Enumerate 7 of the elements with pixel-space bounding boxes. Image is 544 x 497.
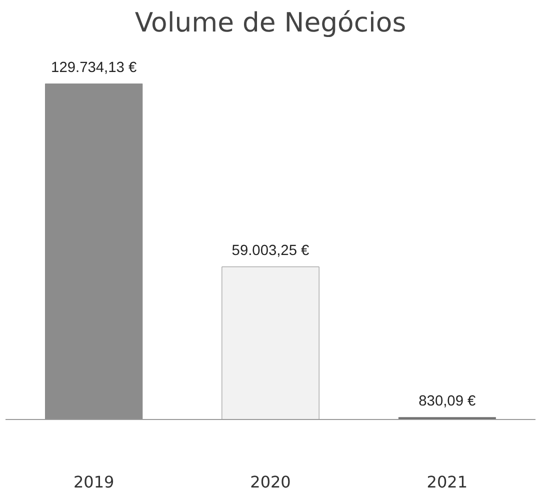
x-tick-label: 2021 bbox=[426, 472, 468, 492]
x-tick-label: 2019 bbox=[73, 472, 114, 492]
data-label: 129.734,13 € bbox=[51, 60, 137, 76]
chart-title: Volume de Negócios bbox=[134, 8, 406, 38]
data-label: 830,09 € bbox=[418, 393, 476, 410]
data-label: 59.003,25 € bbox=[232, 242, 310, 259]
x-tick-label: 2020 bbox=[250, 472, 291, 492]
